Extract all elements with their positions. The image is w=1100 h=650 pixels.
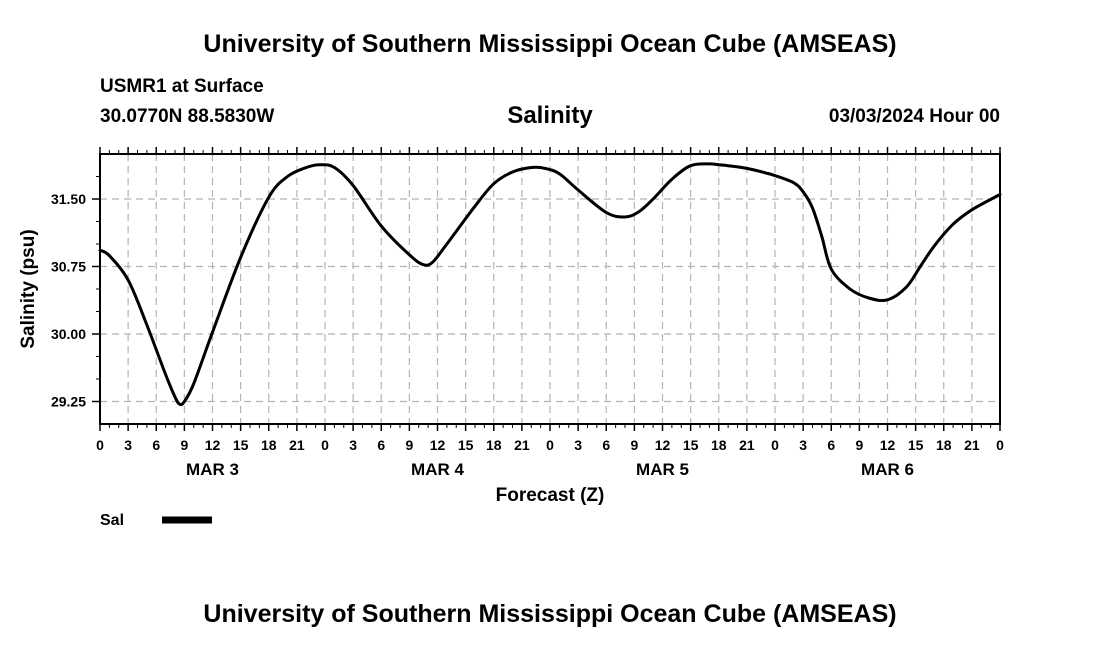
forecast-datetime: 03/03/2024 Hour 00 (828, 106, 1000, 127)
x-tick-label: 3 (124, 437, 132, 453)
x-tick-label: 0 (96, 437, 104, 453)
footer-title: University of Southern Mississippi Ocean… (203, 600, 897, 628)
x-tick-label: 0 (546, 437, 554, 453)
x-tick-label: 21 (739, 437, 755, 453)
x-tick-label: 9 (180, 437, 188, 453)
x-tick-label: 0 (321, 437, 329, 453)
x-tick-label: 18 (261, 437, 277, 453)
grid (99, 154, 1001, 424)
x-tick-label: 18 (486, 437, 502, 453)
day-label: MAR 6 (861, 460, 914, 479)
x-tick-label: 15 (233, 437, 249, 453)
x-tick-label: 6 (827, 437, 835, 453)
x-tick-label: 12 (430, 437, 446, 453)
x-tick-label: 15 (683, 437, 699, 453)
x-tick-label: 12 (655, 437, 671, 453)
day-label: MAR 3 (186, 460, 239, 479)
chart-title: Salinity (507, 102, 593, 129)
x-tick-label: 6 (152, 437, 160, 453)
y-tick-label: 29.25 (51, 394, 86, 410)
x-tick-label: 21 (289, 437, 305, 453)
x-tick-label: 18 (711, 437, 727, 453)
x-tick-label: 6 (377, 437, 385, 453)
x-tick-label: 0 (771, 437, 779, 453)
legend: Sal (100, 512, 212, 529)
x-tick-label: 6 (602, 437, 610, 453)
x-tick-label: 9 (630, 437, 638, 453)
series-line-sal (98, 162, 1002, 407)
station-label: USMR1 at Surface (100, 76, 264, 97)
axis-labels: 0 3 6 9 12 15 18 21 0 3 6 9 12 15 18 21 0 3 6 9 12 15 18 21 0 3 6 9… (51, 191, 1004, 479)
y-tick-label: 30.75 (51, 259, 86, 275)
x-tick-label: 0 (996, 437, 1004, 453)
station-coordinates: 30.0770N 88.5830W (100, 106, 275, 127)
x-tick-label: 12 (205, 437, 221, 453)
x-tick-label: 21 (964, 437, 980, 453)
x-tick-label: 21 (514, 437, 530, 453)
x-tick-label: 18 (936, 437, 952, 453)
y-axis-title: Salinity (psu) (18, 229, 39, 348)
x-tick-label: 15 (908, 437, 924, 453)
x-tick-label: 12 (880, 437, 896, 453)
axis-ticks (92, 147, 1001, 431)
day-label: MAR 5 (636, 460, 689, 479)
x-tick-label: 3 (574, 437, 582, 453)
figure-title: University of Southern Mississippi Ocean… (203, 30, 897, 58)
y-tick-label: 31.50 (51, 191, 86, 207)
x-tick-label: 9 (855, 437, 863, 453)
legend-label-sal: Sal (100, 512, 124, 529)
x-tick-label: 3 (349, 437, 357, 453)
x-tick-label: 3 (799, 437, 807, 453)
x-tick-label: 15 (458, 437, 474, 453)
y-tick-label: 30.00 (51, 326, 86, 342)
day-label: MAR 4 (411, 460, 464, 479)
x-axis-title: Forecast (Z) (496, 485, 605, 506)
x-tick-label: 9 (405, 437, 413, 453)
